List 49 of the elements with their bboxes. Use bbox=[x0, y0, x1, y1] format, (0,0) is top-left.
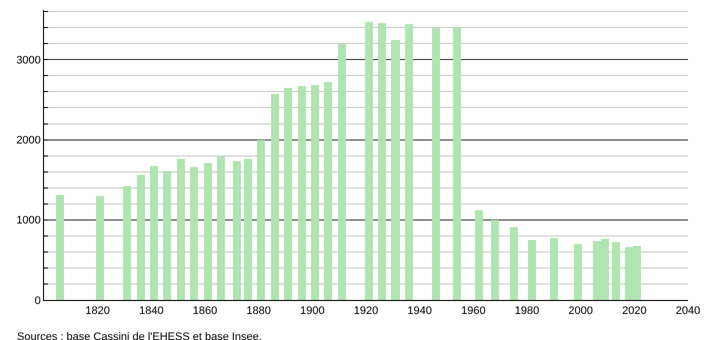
y-tick-label: 1000 bbox=[16, 214, 41, 227]
bar bbox=[528, 240, 536, 300]
bar bbox=[96, 196, 104, 300]
source-note: Sources : base Cassini de l'EHESS et base Insee. bbox=[17, 331, 262, 340]
bar bbox=[391, 40, 400, 300]
bar bbox=[311, 85, 319, 300]
x-tick-label: 1900 bbox=[300, 305, 325, 318]
bar bbox=[510, 227, 518, 300]
x-tick-label: 1840 bbox=[139, 305, 164, 318]
x-tick-label: 1920 bbox=[354, 305, 378, 318]
bar bbox=[365, 22, 373, 300]
x-tick-label: 2040 bbox=[676, 305, 700, 318]
bar bbox=[475, 210, 483, 300]
x-tick-label: 1960 bbox=[461, 305, 486, 318]
bar bbox=[324, 82, 332, 300]
x-tick-label: 2020 bbox=[622, 305, 647, 318]
x-tick-label: 1820 bbox=[85, 305, 110, 318]
bar bbox=[432, 28, 440, 300]
y-tick-label: 0 bbox=[34, 294, 41, 307]
x-tick-label: 1940 bbox=[407, 305, 432, 318]
bar bbox=[574, 244, 582, 300]
x-tick-label: 1980 bbox=[514, 305, 540, 318]
y-tick-label: 3000 bbox=[16, 54, 41, 67]
y-tick-label: 2000 bbox=[16, 134, 41, 147]
x-tick-label: 1860 bbox=[192, 305, 218, 318]
bar bbox=[150, 166, 158, 300]
bar bbox=[271, 94, 279, 300]
bar bbox=[204, 163, 212, 300]
bar bbox=[453, 27, 461, 300]
bar bbox=[284, 88, 292, 300]
bar bbox=[137, 175, 145, 300]
bar bbox=[405, 24, 413, 300]
bar bbox=[338, 44, 346, 300]
bar bbox=[550, 238, 558, 300]
bar bbox=[298, 86, 306, 300]
x-tick-label: 1880 bbox=[246, 305, 271, 318]
x-tick-label: 2000 bbox=[568, 305, 593, 318]
bar bbox=[612, 242, 620, 300]
bar bbox=[217, 156, 225, 300]
bar bbox=[190, 167, 198, 300]
bar bbox=[56, 195, 64, 300]
bar bbox=[257, 140, 265, 300]
bar bbox=[378, 23, 386, 300]
bar bbox=[233, 161, 241, 300]
bar bbox=[491, 220, 499, 300]
bar bbox=[244, 159, 252, 300]
bar bbox=[163, 171, 171, 300]
bar bbox=[123, 186, 131, 300]
bar bbox=[177, 159, 185, 300]
